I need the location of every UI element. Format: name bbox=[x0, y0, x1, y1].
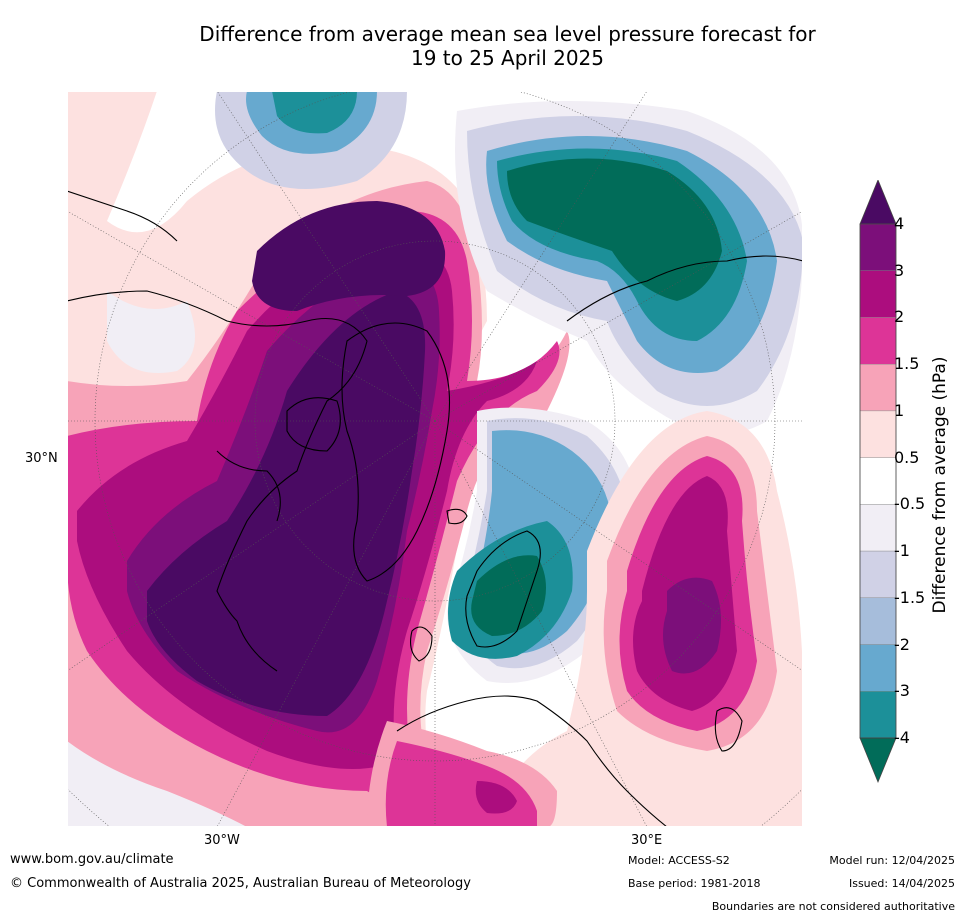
anomaly-area-teal-top bbox=[272, 91, 357, 134]
colorbar-tick-label: 0.5 bbox=[894, 447, 920, 467]
coastline-caspian bbox=[714, 707, 743, 752]
colorbar-tick-label: -3 bbox=[894, 681, 910, 701]
colorbar-outline bbox=[859, 223, 897, 739]
footer-base-period: Base period: 1981-2018 bbox=[628, 877, 761, 890]
coastline-iceland bbox=[446, 508, 468, 525]
graticule-meridian-30w bbox=[216, 420, 436, 827]
footer-website[interactable]: www.bom.gov.au/climate bbox=[10, 852, 174, 867]
anomaly-area-dark-teal-scandinavia bbox=[471, 555, 546, 636]
coastline-hudson-bay bbox=[216, 450, 281, 522]
coastline-siberia bbox=[566, 255, 803, 322]
colorbar-band bbox=[859, 644, 897, 692]
footer-model-run: Model run: 12/04/2025 bbox=[829, 854, 955, 867]
coastline-alaska-pacific bbox=[67, 190, 178, 242]
chart-title-line-2: 19 to 25 April 2025 bbox=[410, 46, 605, 70]
anomaly-area-dark-teal-ne bbox=[507, 158, 722, 301]
colorbar-title: Difference from average (hPa) bbox=[930, 356, 950, 614]
colorbar-bands bbox=[859, 180, 897, 784]
pressure-anomaly-map bbox=[67, 91, 803, 827]
coastline-europe bbox=[396, 695, 668, 827]
coastline-british-isles bbox=[410, 626, 433, 662]
colorbar-band bbox=[859, 270, 897, 318]
footer-model: Model: ACCESS-S2 bbox=[628, 854, 730, 867]
lon-label-30e: 30°E bbox=[631, 833, 663, 848]
coastline-arctic-islands bbox=[286, 397, 341, 452]
colorbar-tick-label: 1.5 bbox=[894, 354, 920, 374]
colorbar-band bbox=[859, 457, 897, 505]
colorbar-band bbox=[859, 317, 897, 365]
colorbar-tick-label: -0.5 bbox=[894, 494, 926, 514]
colorbar-band bbox=[859, 223, 897, 271]
colorbar-band bbox=[859, 504, 897, 552]
chart-title-line-1: Difference from average mean sea level p… bbox=[199, 22, 816, 46]
coastline-north-america bbox=[67, 290, 368, 672]
lat-label-30n: 30°N bbox=[25, 451, 58, 466]
colorbar-extend-top bbox=[859, 180, 897, 225]
anomaly-area-deep-magenta-south bbox=[475, 781, 517, 814]
colorbar-tick-label: 1 bbox=[894, 400, 905, 420]
colorbar-band bbox=[859, 363, 897, 412]
colorbar-tick-label: 2 bbox=[894, 307, 905, 327]
colorbar-band bbox=[859, 410, 897, 458]
graticule-meridian-30e bbox=[434, 420, 648, 827]
lon-label-30w: 30°W bbox=[204, 833, 240, 848]
colorbar-tick-label: -1 bbox=[894, 541, 910, 561]
anomaly-area-dark-purple-north bbox=[252, 201, 446, 311]
colorbar-extend-bottom bbox=[859, 737, 897, 784]
footer-issued: Issued: 14/04/2025 bbox=[848, 877, 955, 890]
footer-copyright: © Commonwealth of Australia 2025, Austra… bbox=[10, 876, 471, 891]
footer-disclaimer: Boundaries are not considered authoritat… bbox=[711, 900, 955, 913]
colorbar-band bbox=[859, 691, 897, 739]
colorbar bbox=[859, 180, 897, 784]
colorbar-tick-label: 3 bbox=[894, 260, 905, 280]
colorbar-tick-label: 4 bbox=[894, 214, 905, 233]
anomaly-area-dark-purple-west bbox=[147, 291, 426, 716]
colorbar-band bbox=[859, 597, 897, 645]
colorbar-tick-label: -1.5 bbox=[894, 587, 926, 607]
anomaly-area-purple-east bbox=[663, 577, 721, 674]
graticule-meridian-60e bbox=[434, 420, 803, 672]
colorbar-tick-label: -2 bbox=[894, 634, 910, 654]
colorbar-tick-label: -4 bbox=[894, 728, 910, 747]
coastline-greenland bbox=[341, 322, 451, 582]
coastline-scandinavia bbox=[465, 530, 541, 648]
anomaly-area-pale-purple-sw bbox=[67, 741, 247, 827]
graticule-meridian-60w bbox=[67, 420, 436, 672]
map-frame bbox=[67, 91, 803, 827]
anomaly-area-light-purple-nw bbox=[107, 291, 195, 373]
colorbar-band bbox=[859, 550, 897, 599]
